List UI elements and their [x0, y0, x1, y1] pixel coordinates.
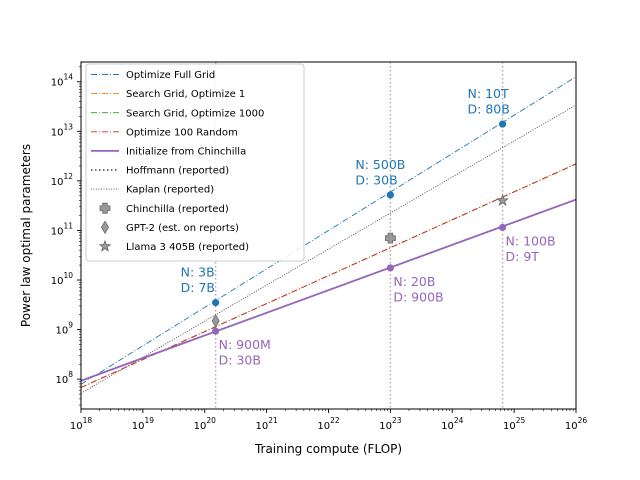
legend-swatch-chinchilla-reported [99, 202, 111, 214]
legend-label: Search Grid, Optimize 1 [126, 89, 245, 100]
legend-label: Search Grid, Optimize 1000 [126, 108, 264, 119]
annotation-label: D: 9T [506, 249, 540, 264]
annotation-label: D: 80B [468, 102, 510, 117]
series-line-initialize-from-chinchilla [81, 198, 576, 382]
legend: Optimize Full Grid Search Grid, Optimize … [85, 63, 305, 262]
x-tick-label: 1022 [317, 416, 340, 432]
x-tick-label: 1023 [379, 416, 402, 432]
data-point-optimize-full-grid [212, 299, 220, 307]
annotation-label: N: 500B [355, 157, 405, 172]
legend-label: GPT-2 (est. on reports) [126, 223, 239, 234]
x-axis-label: Training compute (FLOP) [254, 442, 402, 456]
y-axis: 108 109 1010 1011 1012 1013 1014 [51, 66, 81, 406]
x-tick-label: 1026 [565, 416, 588, 432]
y-tick-label: 109 [55, 321, 73, 337]
y-tick-label: 1011 [51, 221, 74, 237]
series-lines [81, 76, 576, 394]
y-tick-label: 1010 [51, 271, 74, 287]
legend-label: Hoffmann (reported) [126, 166, 229, 177]
annotation-label: D: 900B [393, 289, 443, 304]
x-tick-label: 1024 [441, 416, 464, 432]
x-tick-label: 1019 [132, 416, 155, 432]
data-point-optimize-full-grid [386, 191, 394, 199]
annotation-label: N: 900M [219, 337, 271, 352]
data-point-optimize-full-grid [498, 120, 507, 128]
x-tick-label: 1018 [70, 416, 93, 432]
legend-label: Llama 3 405B (reported) [126, 242, 249, 253]
legend-label: Initialize from Chinchilla [126, 147, 246, 158]
reported-point-llama-3-405b-reported [496, 193, 509, 206]
reported-point-gpt-2-est-on-reports [211, 314, 220, 328]
series-line-kaplan-reported [81, 104, 576, 394]
legend-swatch-gpt-2-est-on-reports [101, 220, 109, 235]
y-axis-label: Power law optimal parameters [19, 144, 33, 327]
legend-swatch-llama-3-405b-reported [98, 239, 112, 252]
data-point-initialize-from-chinchilla [498, 223, 507, 232]
legend-box [85, 63, 305, 262]
y-tick-label: 1014 [51, 73, 74, 89]
y-tick-label: 1013 [51, 122, 74, 138]
legend-label: Optimize Full Grid [126, 70, 215, 81]
y-tick-label: 108 [55, 370, 73, 386]
x-tick-label: 1020 [194, 416, 217, 432]
annotation-label: N: 20B [393, 274, 435, 289]
legend-label: Chinchilla (reported) [126, 204, 229, 215]
reported-point-chinchilla-reported [384, 232, 396, 244]
annotation-label: D: 7B [181, 280, 215, 295]
y-tick-label: 1012 [51, 172, 74, 188]
annotation-label: N: 100B [506, 233, 556, 248]
series-line-optimize-full-grid [81, 76, 576, 385]
data-point-initialize-from-chinchilla [386, 264, 394, 272]
annotation-label: D: 30B [355, 172, 397, 187]
data-points [211, 120, 509, 335]
legend-label: Kaplan (reported) [126, 185, 214, 196]
x-axis: 1018 1019 1020 1021 1022 1023 1024 1025 1026 [70, 409, 588, 432]
data-point-initialize-from-chinchilla [212, 327, 220, 335]
x-tick-label: 1021 [255, 416, 278, 432]
x-tick-label: 1025 [503, 416, 526, 432]
annotation-label: D: 30B [219, 353, 261, 368]
annotation-label: N: 3B [181, 265, 215, 280]
annotation-label: N: 10T [468, 86, 509, 101]
legend-label: Optimize 100 Random [126, 127, 238, 138]
